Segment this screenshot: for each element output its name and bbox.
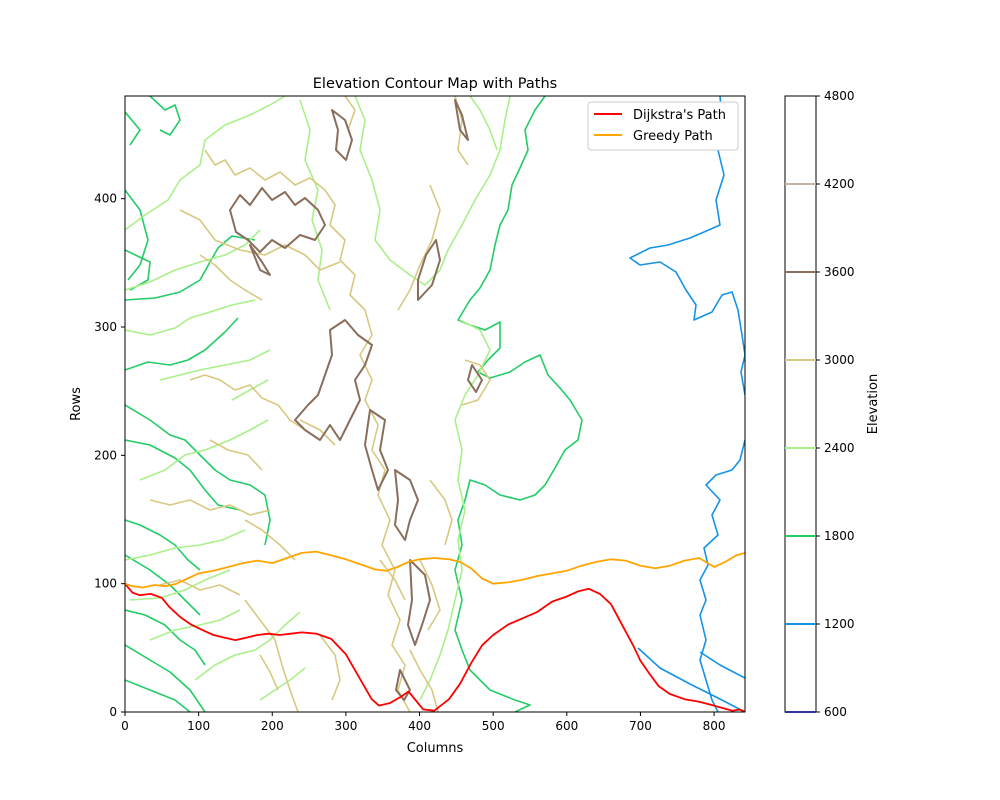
contour-1200-east xyxy=(629,96,745,712)
y-tick-label: 200 xyxy=(94,448,117,462)
plot-frame xyxy=(124,95,746,713)
colorbar: 600 1200 1800 2400 3000 3600 4200 4800 Elevatio… xyxy=(784,89,881,719)
legend-label-dijkstra: Dijkstra's Path xyxy=(633,108,726,123)
colorbar-tick-label: 3000 xyxy=(824,353,855,367)
y-tick-label: 400 xyxy=(94,192,117,206)
contour-1800-east xyxy=(454,96,583,712)
y-axis-label: Rows xyxy=(69,387,84,421)
contour-3000-b xyxy=(199,254,453,691)
colorbar-tick-label: 2400 xyxy=(824,441,855,455)
x-tick-label: 400 xyxy=(408,719,431,733)
colorbar-tick-label: 1800 xyxy=(824,529,855,543)
series-layer xyxy=(125,550,745,712)
x-tick-label: 100 xyxy=(187,719,210,733)
colorbar-tick-label: 600 xyxy=(824,705,847,719)
legend-label-greedy: Greedy Path xyxy=(633,129,713,144)
colorbar-tick-label: 1200 xyxy=(824,617,855,631)
colorbar-label: Elevation xyxy=(866,374,881,434)
legend-box xyxy=(587,101,739,151)
y-tick-label: 0 xyxy=(109,705,117,719)
x-axis-label: Columns xyxy=(407,741,464,756)
contour-3600-peaks xyxy=(229,99,483,701)
x-tick-label: 800 xyxy=(703,719,726,733)
contour-2400-a xyxy=(125,96,511,701)
x-tick-label: 0 xyxy=(121,719,129,733)
x-tick-label: 500 xyxy=(482,719,505,733)
contour-3000-a xyxy=(149,96,491,712)
x-tick-label: 600 xyxy=(555,719,578,733)
y-tick-label: 100 xyxy=(94,577,117,591)
contour-1200-ridge xyxy=(699,651,745,679)
colorbar-frame xyxy=(784,95,817,713)
y-tick-label: 300 xyxy=(94,320,117,334)
plot-area xyxy=(124,95,746,713)
chart-title: Elevation Contour Map with Paths xyxy=(313,76,557,92)
x-tick-label: 700 xyxy=(629,719,652,733)
x-tick-label: 200 xyxy=(261,719,284,733)
colorbar-tick-label: 4200 xyxy=(824,177,855,191)
series-line-greedy xyxy=(125,550,745,589)
x-tick-label: 300 xyxy=(334,719,357,733)
colorbar-tick-label: 3600 xyxy=(824,265,855,279)
series-line-dijkstra xyxy=(125,583,745,712)
y-axis: 0 100 200 300 400 xyxy=(94,192,125,719)
legend: Dijkstra's Path Greedy Path xyxy=(587,101,739,151)
x-axis: 0 100 200 300 400 500 600 700 800 xyxy=(121,712,726,733)
colorbar-tick-label: 4800 xyxy=(824,89,855,103)
colorbar-ticks: 600 1200 1800 2400 3000 3600 4200 4800 xyxy=(785,89,855,719)
